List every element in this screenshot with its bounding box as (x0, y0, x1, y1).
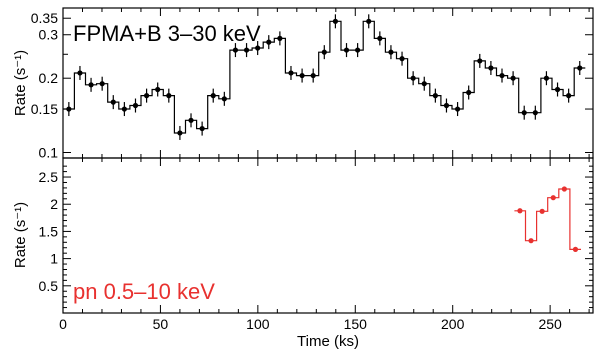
fpm-data-point (199, 125, 205, 132)
top-y-tick-label: 0.2 (39, 70, 59, 86)
top-y-tick-label: 0.3 (39, 27, 59, 43)
fpm-data-point (99, 81, 105, 87)
fpm-data-point (266, 39, 272, 45)
pn-series (514, 186, 581, 252)
bottom-y-tick-label: 2.5 (39, 169, 59, 185)
fpm-data-point (366, 18, 372, 24)
bottom-panel-frame (62, 157, 594, 314)
fpm-data-point (232, 47, 239, 53)
fpm-data-point (466, 89, 472, 96)
fpm-data-point (332, 18, 339, 24)
fpm-data-point (577, 65, 583, 71)
pn-data-point (539, 208, 545, 214)
pn-data-point (550, 195, 556, 201)
fpm-data-point (277, 35, 283, 41)
fpm-data-point (121, 106, 127, 112)
bottom-y-tick-label: 2 (50, 196, 58, 212)
fpm-data-point (355, 47, 361, 53)
fpm-data-point (88, 82, 94, 88)
fpm-data-point (110, 99, 116, 105)
fpm-panel-label: FPMA+B 3–30 keV (73, 21, 261, 46)
fpm-data-point (143, 93, 150, 99)
pn-data-point (517, 208, 523, 214)
pn-data-point (572, 246, 579, 252)
fpm-data-point (477, 58, 483, 64)
fpm-data-point (488, 65, 494, 71)
fpm-series (63, 14, 586, 140)
bottom-panel-ticks: 0 50 100 150 200 250 0.5 1 1.5 2 2.5 (39, 158, 593, 332)
fpm-data-point (188, 117, 194, 123)
bottom-y-tick-label: 0.5 (39, 278, 59, 294)
fpm-data-point (255, 45, 261, 51)
fpm-data-point (243, 47, 250, 53)
fpm-data-point (66, 106, 72, 112)
x-tick-label: 100 (246, 316, 270, 332)
top-panel-ticks: 0.1 0.15 0.2 0.30.35 (31, 8, 593, 161)
fpm-data-point (532, 110, 538, 116)
fpm-data-point (177, 130, 183, 136)
fpm-data-point (210, 93, 216, 99)
x-axis-title: Time (ks) (297, 333, 359, 350)
pn-step-line (514, 188, 581, 250)
fpm-data-point (155, 86, 161, 93)
fpm-data-point (510, 75, 516, 81)
x-tick-label: 50 (153, 316, 169, 332)
fpm-data-point (343, 47, 350, 53)
bottom-panel: 0 50 100 150 200 250 0.5 1 1.5 2 2.5 pn 0.5–10 keV… (12, 157, 594, 350)
fpm-data-point (521, 110, 527, 116)
top-y-tick-label: 0.15 (31, 101, 58, 117)
bottom-y-tick-label: 1.5 (39, 223, 59, 239)
fpm-data-point (421, 81, 427, 87)
top-y-tick-label: 0.1 (39, 145, 59, 161)
fpm-data-point (132, 102, 139, 109)
fpm-data-point (166, 93, 172, 99)
fpm-data-point (221, 96, 227, 102)
fpm-data-point (399, 56, 405, 62)
fpm-data-point (443, 102, 450, 109)
fpm-data-point (566, 93, 572, 99)
bottom-y-tick-label: 1 (50, 251, 58, 267)
pn-panel-label: pn 0.5–10 keV (73, 279, 215, 304)
fpm-data-point (554, 86, 561, 93)
fpm-data-point (377, 35, 383, 41)
fpm-data-point (388, 49, 394, 55)
x-tick-label: 200 (441, 316, 465, 332)
x-tick-label: 150 (344, 316, 368, 332)
bottom-y-axis-title: Rate (s⁻¹) (12, 202, 29, 268)
pn-data-point (528, 238, 534, 244)
fpm-data-point (432, 93, 438, 99)
x-tick-label: 0 (59, 316, 67, 332)
fpm-data-point (454, 106, 461, 112)
top-panel: 0.1 0.15 0.2 0.30.35 FPMA+B 3–30 keV Rate (… (12, 7, 594, 161)
pn-data-point (561, 186, 567, 192)
fpm-data-point (410, 75, 416, 81)
fpm-data-point (310, 72, 316, 79)
fpm-data-point (321, 49, 327, 55)
x-tick-label: 250 (538, 316, 562, 332)
fpm-data-point (499, 72, 505, 79)
fpm-data-point (299, 72, 305, 79)
top-y-tick-label: 0.35 (31, 10, 58, 26)
fpm-data-point (288, 70, 294, 76)
fpm-data-point (77, 70, 83, 76)
top-y-axis-title: Rate (s⁻¹) (12, 50, 29, 116)
fpm-data-point (543, 75, 550, 81)
